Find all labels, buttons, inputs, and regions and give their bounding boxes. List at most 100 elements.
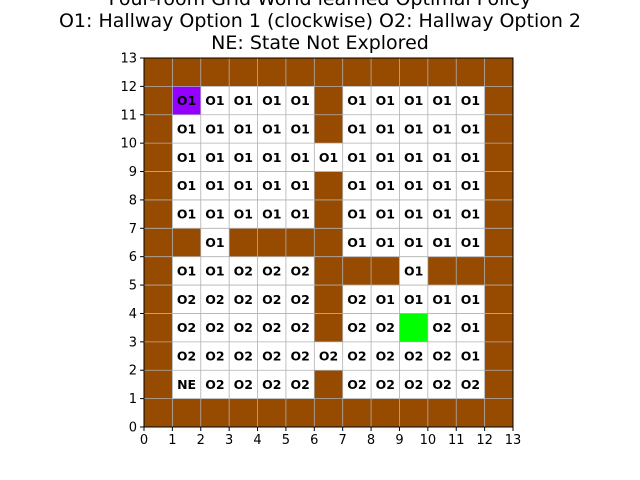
empty-cell [427, 114, 457, 144]
cell-label: O1 [347, 150, 366, 165]
cell-label: O1 [404, 121, 423, 136]
y-tick-label: 4 [129, 307, 137, 322]
cell-label: O1 [234, 207, 253, 222]
cell-label: O2 [376, 320, 395, 335]
empty-cell [371, 313, 400, 343]
cell-label: O1 [432, 207, 451, 222]
empty-cell [371, 143, 400, 173]
start-cell [172, 86, 202, 116]
wall-cell [144, 341, 173, 371]
wall-cell [229, 398, 259, 428]
empty-cell [456, 370, 486, 400]
cell-label: O2 [347, 292, 366, 307]
y-tick-label: 1 [129, 392, 137, 407]
wall-cell [257, 58, 287, 87]
cell-label: O1 [404, 207, 423, 222]
empty-cell [257, 114, 287, 144]
x-tick-label: 2 [197, 433, 205, 448]
empty-cell [285, 285, 315, 314]
empty-cell [172, 341, 202, 371]
empty-cell [427, 228, 457, 258]
empty-cell [229, 86, 259, 116]
wall-cell [172, 398, 202, 428]
wall-cell [200, 58, 230, 87]
wall-cell [229, 228, 259, 258]
cell-label: O1 [262, 93, 281, 108]
wall-cell [427, 398, 457, 428]
empty-cell [285, 199, 315, 229]
cell-label: O1 [461, 349, 480, 364]
wall-cell [484, 58, 514, 87]
y-tick-label: 3 [129, 335, 137, 350]
wall-cell [427, 256, 457, 286]
empty-cell [285, 341, 315, 371]
empty-cell [172, 370, 202, 400]
empty-cell [172, 285, 202, 314]
x-tick-label: 7 [339, 433, 347, 448]
x-tick-label: 0 [140, 433, 148, 448]
cell-label: O1 [432, 178, 451, 193]
wall-cell [144, 171, 173, 201]
cell-label: O1 [404, 292, 423, 307]
empty-cell [399, 370, 429, 400]
empty-cell [427, 199, 457, 229]
empty-cell [371, 199, 400, 229]
wall-cell [314, 58, 344, 87]
wall-cell [144, 86, 173, 116]
empty-cell [371, 171, 400, 201]
empty-cell [456, 199, 486, 229]
cell-label: O1 [262, 121, 281, 136]
empty-cell [172, 313, 202, 343]
y-tick-label: 9 [129, 165, 137, 180]
empty-cell [371, 370, 400, 400]
empty-cell [229, 341, 259, 371]
empty-cell [257, 86, 287, 116]
grid-cells [144, 58, 514, 428]
empty-cell [257, 199, 287, 229]
empty-cell [427, 171, 457, 201]
cell-label: O1 [347, 235, 366, 250]
wall-cell [172, 58, 202, 87]
cell-label: O1 [376, 292, 395, 307]
empty-cell [314, 143, 344, 173]
wall-cell [342, 398, 372, 428]
empty-cell [285, 143, 315, 173]
cell-label: O1 [432, 150, 451, 165]
cell-label: O2 [376, 349, 395, 364]
wall-cell [144, 199, 173, 229]
x-tick-label: 12 [476, 433, 493, 448]
plot-frame [143, 57, 514, 428]
wall-cell [257, 228, 287, 258]
wall-cell [144, 143, 173, 173]
empty-cell [342, 285, 372, 314]
cell-label: O2 [234, 320, 253, 335]
cell-label: O1 [376, 93, 395, 108]
cell-label: O2 [205, 377, 224, 392]
empty-cell [200, 143, 230, 173]
wall-cell [172, 228, 202, 258]
wall-cell [371, 398, 400, 428]
cell-label: O2 [432, 349, 451, 364]
cell-label: O1 [177, 263, 196, 278]
cell-label: O2 [404, 349, 423, 364]
empty-cell [314, 341, 344, 371]
empty-cell [257, 256, 287, 286]
empty-cell [285, 256, 315, 286]
empty-cell [172, 143, 202, 173]
wall-cell [229, 58, 259, 87]
empty-cell [342, 313, 372, 343]
cell-label: O2 [262, 320, 281, 335]
cell-label: O1 [376, 207, 395, 222]
cell-label: O1 [205, 150, 224, 165]
empty-cell [257, 313, 287, 343]
x-tick-label: 10 [420, 433, 437, 448]
empty-cell [427, 370, 457, 400]
cell-label: O1 [432, 292, 451, 307]
wall-cell [314, 256, 344, 286]
x-tick-label: 11 [448, 433, 465, 448]
cell-label: O1 [347, 207, 366, 222]
wall-cell [144, 58, 173, 87]
wall-cell [427, 58, 457, 87]
cell-label: O1 [376, 178, 395, 193]
